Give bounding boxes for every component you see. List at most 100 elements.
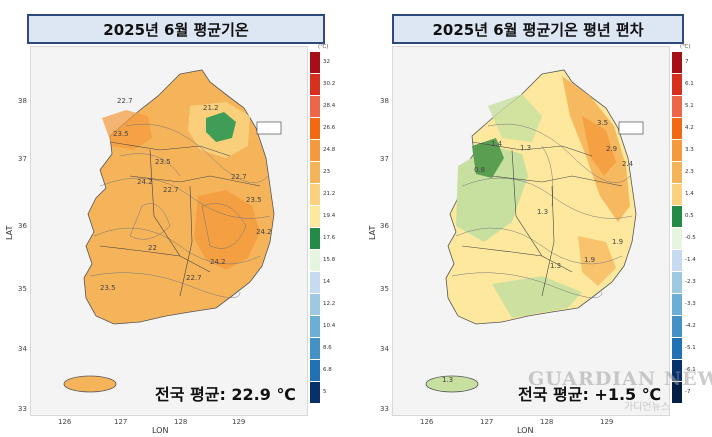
lon-tick: 126: [58, 418, 72, 426]
legend-label: 15.8: [323, 257, 336, 263]
cool-region-northeast: [488, 94, 542, 142]
lat-tick: 37: [18, 155, 27, 163]
watermark: GUARDIAN NEWS: [528, 368, 712, 390]
legend-label: 14: [323, 279, 330, 285]
lon-axis-label: LON: [517, 426, 534, 435]
contour-label: 23.5: [100, 284, 116, 292]
lon-tick: 127: [480, 418, 494, 426]
lat-tick: 33: [18, 405, 27, 413]
lat-tick: 38: [380, 97, 389, 105]
contour-label: 1.3: [520, 144, 532, 152]
lon-axis-label: LON: [152, 426, 169, 435]
lat-tick: 34: [18, 345, 27, 353]
legend-swatch: [672, 96, 682, 118]
lat-tick: 37: [380, 155, 389, 163]
legend-swatch: [310, 118, 320, 140]
contour-label: 2.9: [606, 145, 618, 153]
legend-label: -3.3: [685, 301, 696, 307]
contour-label: 24.2: [210, 258, 226, 266]
panel-title: 2025년 6월 평균기온: [27, 14, 325, 44]
legend-label: 26.6: [323, 125, 336, 131]
color-legend: [672, 52, 682, 404]
legend-swatch: [672, 206, 682, 228]
province-borders: [461, 141, 623, 297]
legend-swatch: [310, 74, 320, 96]
legend-swatch: [310, 96, 320, 118]
legend-label: 5.1: [685, 103, 694, 109]
legend-label: 2.3: [685, 169, 694, 175]
legend-swatch: [672, 294, 682, 316]
legend-swatch: [672, 228, 682, 250]
warm-region-southeast: [578, 236, 616, 286]
contour-label: 23.5: [113, 130, 129, 138]
lat-tick: 35: [18, 285, 27, 293]
legend-label: -2.3: [685, 279, 696, 285]
legend-label: 5: [323, 389, 327, 395]
legend-label: 28.4: [323, 103, 336, 109]
legend-swatch: [672, 360, 682, 382]
small-inset-box: [256, 121, 282, 135]
cold-region-peak: [206, 112, 236, 142]
legend-label: 6.1: [685, 81, 694, 87]
watermark-sub: 가디언뉴스: [624, 402, 670, 413]
color-legend: [310, 52, 320, 404]
cold-region-capital: [472, 138, 504, 178]
jeju-island: [425, 375, 479, 393]
contour-label: 0.8: [474, 166, 486, 174]
legend-label: 3.3: [685, 147, 694, 153]
contour-label: 1.3: [537, 208, 549, 216]
legend-swatch: [310, 206, 320, 228]
contour-lines: [89, 123, 271, 298]
lon-tick: 129: [600, 418, 614, 426]
lat-tick: 35: [380, 285, 389, 293]
contour-label: 24.2: [137, 178, 153, 186]
korea-landmass: [63, 69, 275, 393]
legend-swatch: [310, 316, 320, 338]
legend-label: 6.8: [323, 367, 332, 373]
legend-label: 17.6: [323, 235, 336, 241]
warm-region-southeast: [194, 190, 260, 270]
lon-tick: 126: [420, 418, 434, 426]
legend-swatch: [310, 52, 320, 74]
legend-swatch: [310, 162, 320, 184]
contour-label: 2.4: [622, 160, 634, 168]
lat-tick: 34: [380, 345, 389, 353]
lat-tick: 38: [18, 97, 27, 105]
province-borders: [99, 141, 261, 297]
legend-swatch: [672, 272, 682, 294]
warm-region-core: [582, 116, 616, 176]
legend-swatch: [672, 250, 682, 272]
cool-region-northwest: [456, 146, 528, 242]
lon-tick: 128: [540, 418, 554, 426]
lat-axis-label: LAT: [368, 225, 377, 240]
legend-unit: (℃): [680, 44, 691, 50]
legend-swatch: [310, 338, 320, 360]
contour-label: 1.9: [584, 256, 596, 264]
legend-swatch: [310, 228, 320, 250]
cool-region-south: [492, 276, 582, 318]
lon-tick: 128: [174, 418, 188, 426]
contour-label: 22.7: [231, 173, 247, 181]
legend-swatch: [672, 52, 682, 74]
legend-label: -0.5: [685, 235, 696, 241]
contour-label: 22.7: [163, 186, 179, 194]
legend-swatch: [310, 140, 320, 162]
legend-label: 4.2: [685, 125, 694, 131]
legend-swatch: [672, 316, 682, 338]
anomaly-map: [425, 69, 644, 393]
legend-swatch: [310, 250, 320, 272]
national-average: 전국 평균: 22.9 ℃: [155, 385, 296, 404]
warm-region-west: [102, 110, 152, 150]
legend-swatch: [310, 184, 320, 206]
legend-label: 32: [323, 59, 330, 65]
legend-swatch: [672, 382, 682, 404]
lat-tick: 36: [18, 222, 27, 230]
legend-swatch: [672, 338, 682, 360]
legend-swatch: [310, 382, 320, 404]
contour-label: 1.3: [550, 262, 562, 270]
legend-label: -5.1: [685, 345, 696, 351]
legend-label: 30.2: [323, 81, 336, 87]
lat-tick: 36: [380, 222, 389, 230]
legend-label: -6.1: [685, 367, 696, 373]
lat-axis-label: LAT: [5, 225, 14, 240]
